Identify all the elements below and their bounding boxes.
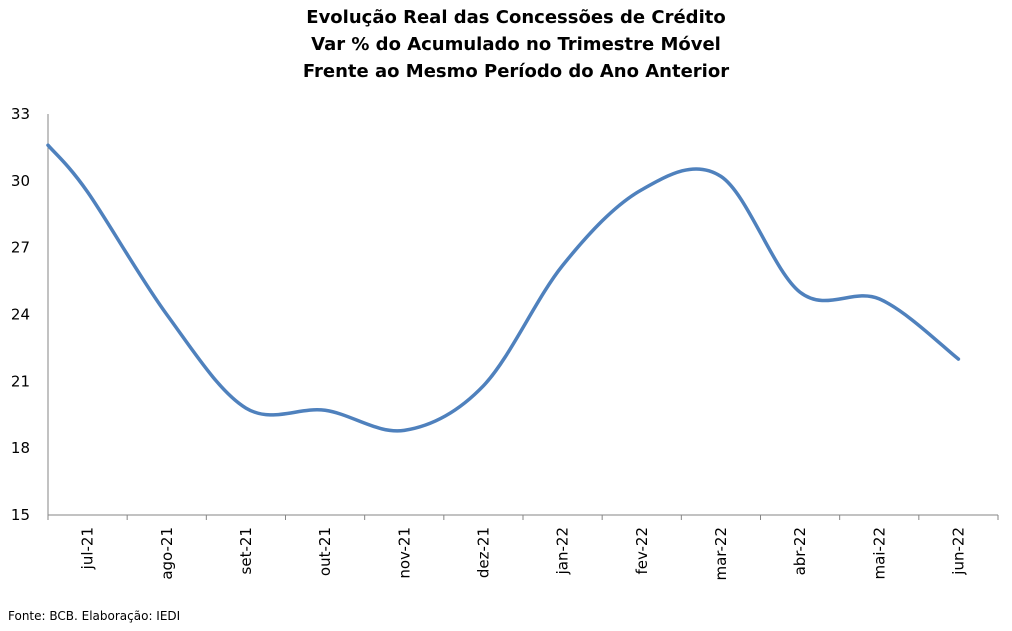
y-tick-label: 18	[11, 439, 30, 457]
x-tick-label: mar-22	[712, 527, 730, 581]
x-tick-label: jul-21	[79, 527, 97, 570]
x-tick-label: dez-21	[474, 527, 492, 578]
source-note: Fonte: BCB. Elaboração: IEDI	[8, 609, 181, 623]
y-tick-label: 21	[11, 372, 30, 390]
data-point	[878, 297, 881, 300]
y-axis: 15 18 21 24 27 30 33	[11, 105, 49, 524]
data-point	[244, 407, 247, 410]
x-tick-label: nov-21	[395, 527, 413, 579]
chart-title-line-3: Frente ao Mesmo Período do Ano Anterior	[302, 61, 730, 82]
x-tick-label: abr-22	[791, 527, 809, 575]
x-tick-label: out-21	[316, 527, 334, 576]
chart-title-line-1: Evolução Real das Concessões de Crédito	[306, 7, 726, 28]
data-point	[165, 313, 168, 316]
x-tick-label: fev-22	[633, 527, 651, 574]
data-point	[403, 429, 406, 432]
x-tick-label: jan-22	[554, 527, 572, 575]
data-point	[324, 409, 327, 412]
data-point	[561, 264, 564, 267]
x-tick-label: mai-22	[870, 527, 888, 579]
y-tick-label: 33	[11, 105, 30, 123]
chart-title: Evolução Real das Concessões de Crédito …	[0, 4, 1012, 85]
data-point	[719, 175, 722, 178]
series-line	[46, 143, 961, 433]
data-point	[799, 291, 802, 294]
y-tick-label: 30	[11, 172, 30, 190]
data-point	[957, 358, 960, 361]
x-tick-label: ago-21	[158, 527, 176, 580]
data-point	[640, 188, 643, 191]
x-axis: jul-21 ago-21 set-21 out-21 nov-21 dez-21 jan-…	[47, 514, 999, 581]
series-group	[46, 143, 961, 433]
data-point	[482, 384, 485, 387]
y-tick-label: 24	[11, 306, 30, 324]
x-tick-label: jun-22	[949, 527, 967, 576]
data-point	[86, 190, 89, 193]
y-tick-label: 27	[11, 239, 30, 257]
x-tick-label: set-21	[237, 527, 255, 574]
y-tick-label: 15	[11, 506, 30, 524]
chart-title-line-2: Var % do Acumulado no Trimestre Móvel	[311, 34, 721, 55]
